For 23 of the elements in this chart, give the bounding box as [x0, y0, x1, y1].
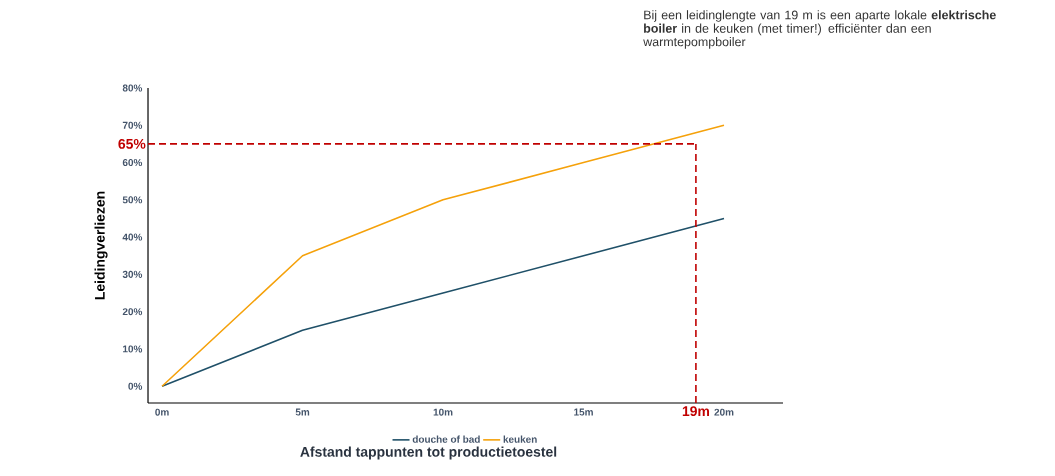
legend-label: douche of bad [412, 435, 480, 443]
y-tick-label: 20% [122, 308, 143, 316]
ref-line-label: 19m [682, 406, 710, 417]
x-tick-label: 20m [714, 408, 734, 416]
y-tick-label: 70% [122, 121, 143, 129]
y-tick-label: 50% [122, 196, 143, 204]
x-tick-label: 15m [574, 408, 593, 416]
line-series [161, 217, 725, 388]
y-tick-label: 0% [128, 382, 143, 390]
y-tick-label: 80% [122, 84, 143, 92]
text: Bij een leidinglengte van 19 m is een aparte lokale elektrische boiler in de keuken (met timer!) efficiënter dan een warmtepompboiler [643, 10, 996, 49]
y-tick-label: 10% [123, 345, 143, 353]
ref-line-label: 65% [118, 138, 146, 149]
x-tick-label: 0m [155, 408, 169, 416]
x-tick-label: 10m [433, 408, 453, 416]
y-tick-label: 40% [122, 233, 143, 241]
y-tick-label: 60% [122, 159, 143, 167]
legend-label: keuken [503, 435, 537, 443]
y-tick-label: 30% [122, 270, 143, 278]
line-series [161, 124, 725, 388]
y-axis-title: Leidingverliezen [94, 191, 108, 300]
x-tick-label: 5m [295, 408, 310, 416]
x-axis-title: Afstand tappunten tot productietoestel [300, 446, 557, 460]
